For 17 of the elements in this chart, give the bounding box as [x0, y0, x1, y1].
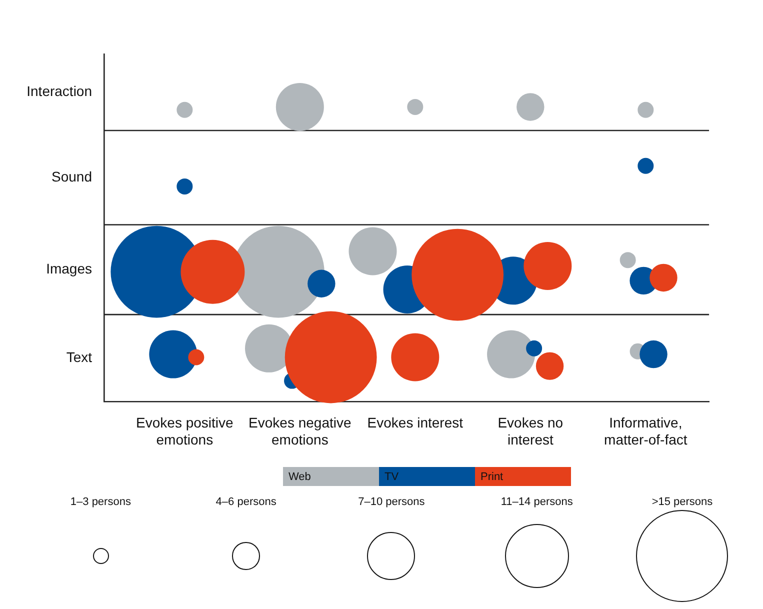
- text: Web: [288, 470, 311, 482]
- legend-label: 7–10 persons: [358, 496, 425, 508]
- text: TV: [384, 470, 399, 482]
- text: Text: [66, 348, 92, 365]
- legend-label: >15 persons: [652, 496, 713, 508]
- text: Print: [480, 470, 504, 482]
- x-tick-label: Informative, matter-of-fact: [604, 414, 688, 448]
- legend-label: 4–6 persons: [216, 496, 276, 508]
- text: Sound: [52, 168, 92, 184]
- x-tick-label: Evokes interest: [367, 414, 464, 431]
- x-tick-label: Evokes no interest: [498, 414, 564, 448]
- legend-label: 1–3 persons: [70, 496, 131, 508]
- text: Images: [46, 260, 92, 276]
- x-tick-label: Evokes positive emotions: [136, 414, 234, 448]
- x-tick-label: Evokes negative emotions: [248, 414, 352, 448]
- legend-label: 11–14 persons: [500, 496, 573, 508]
- text: Interaction: [26, 83, 92, 100]
